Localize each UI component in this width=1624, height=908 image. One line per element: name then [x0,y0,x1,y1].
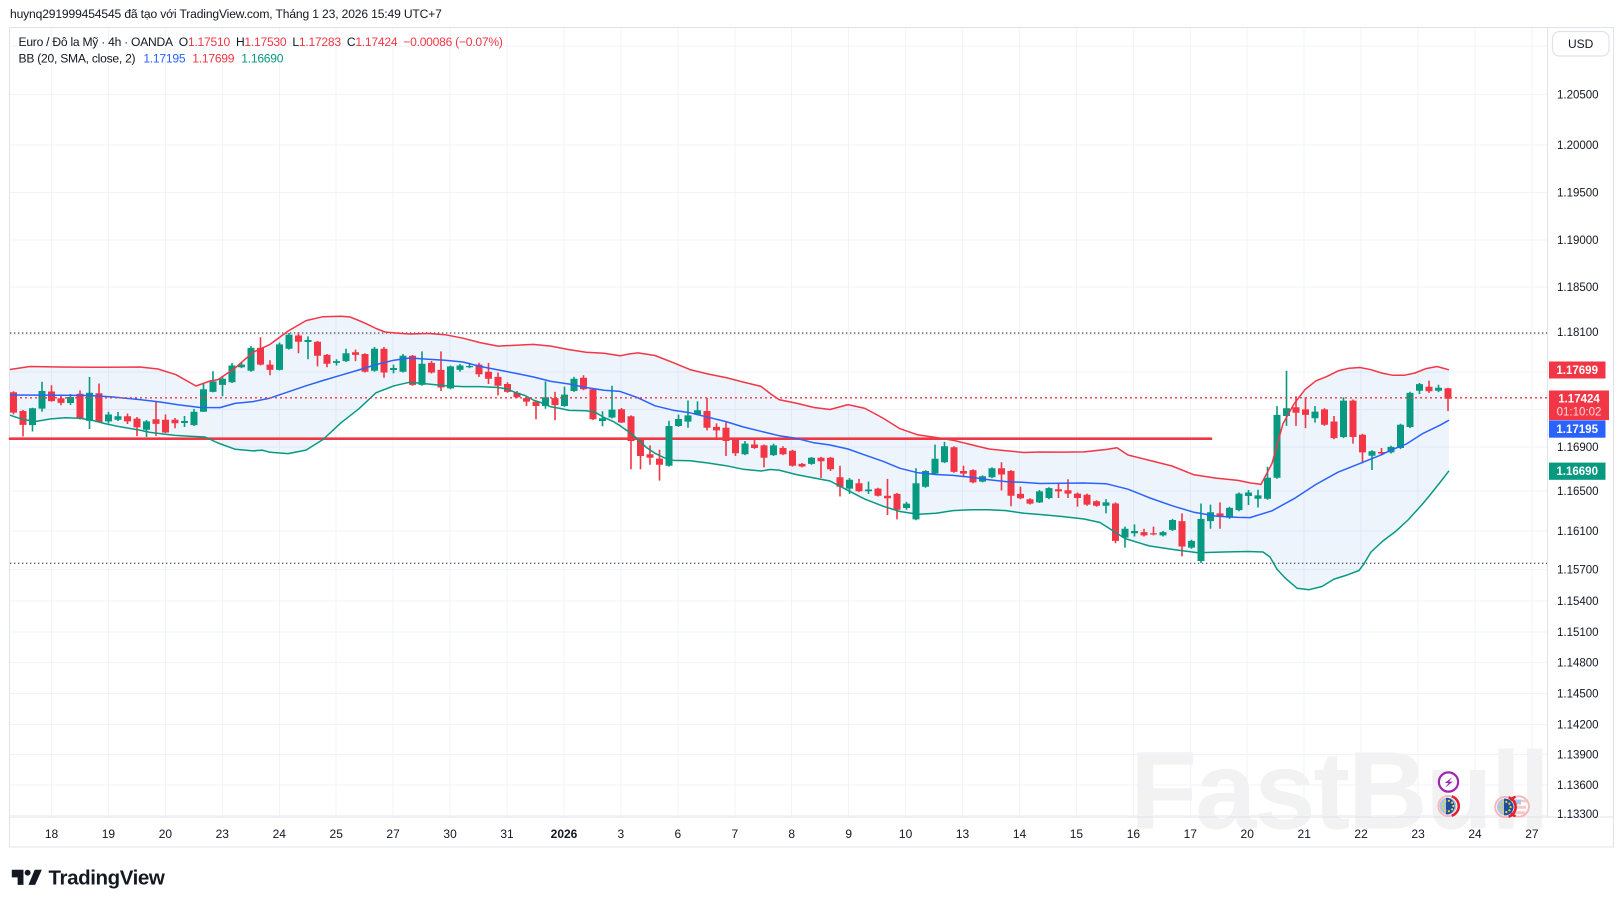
svg-text:3: 3 [618,827,625,841]
svg-text:15: 15 [1070,827,1084,841]
svg-text:1.19000: 1.19000 [1557,235,1599,247]
svg-text:1.14500: 1.14500 [1557,689,1599,701]
svg-text:USD: USD [1568,37,1594,51]
svg-text:1.20000: 1.20000 [1557,140,1599,152]
svg-text:1.17424: 1.17424 [1558,394,1600,406]
svg-text:1.15400: 1.15400 [1557,596,1599,608]
svg-text:1.16500: 1.16500 [1557,486,1599,498]
svg-text:1.13600: 1.13600 [1557,780,1599,792]
svg-text:1.19500: 1.19500 [1557,187,1599,199]
svg-text:20: 20 [1241,827,1255,841]
svg-text:1.13300: 1.13300 [1557,809,1599,821]
svg-text:25: 25 [330,827,344,841]
svg-text:10: 10 [899,827,913,841]
svg-text:17: 17 [1184,827,1198,841]
svg-text:27: 27 [1525,827,1539,841]
svg-text:24: 24 [273,827,287,841]
svg-text:22: 22 [1354,827,1368,841]
svg-text:1.20500: 1.20500 [1557,90,1599,102]
svg-text:1.16690: 1.16690 [1556,466,1598,478]
svg-text:1.18500: 1.18500 [1557,282,1599,294]
svg-text:16: 16 [1127,827,1141,841]
svg-text:1.17195: 1.17195 [1556,424,1598,436]
svg-text:19: 19 [102,827,116,841]
svg-text:1.14800: 1.14800 [1557,658,1599,670]
svg-text:23: 23 [216,827,230,841]
svg-text:20: 20 [159,827,173,841]
svg-text:27: 27 [386,827,400,841]
svg-text:14: 14 [1013,827,1027,841]
svg-text:FastBull: FastBull [1130,730,1548,853]
svg-text:31: 31 [500,827,514,841]
svg-text:huynq291999454545 đã tạo với T: huynq291999454545 đã tạo với TradingView… [10,7,442,21]
svg-text:1.17699: 1.17699 [1556,365,1598,377]
svg-text:8: 8 [788,827,795,841]
svg-text:18: 18 [45,827,59,841]
svg-text:1.15700: 1.15700 [1557,565,1599,577]
svg-text:30: 30 [443,827,457,841]
svg-text:1.16900: 1.16900 [1557,442,1599,454]
svg-text:6: 6 [674,827,681,841]
svg-text:1.13900: 1.13900 [1557,750,1599,762]
svg-text:01:10:02: 01:10:02 [1557,407,1602,419]
svg-text:TradingView: TradingView [49,866,165,889]
svg-text:9: 9 [845,827,852,841]
svg-text:1.16100: 1.16100 [1557,526,1599,538]
svg-text:23: 23 [1411,827,1425,841]
svg-text:1.15100: 1.15100 [1557,627,1599,639]
svg-text:1.14200: 1.14200 [1557,720,1599,732]
svg-text:13: 13 [956,827,970,841]
svg-text:7: 7 [731,827,738,841]
svg-text:21: 21 [1298,827,1312,841]
svg-text:1.18100: 1.18100 [1557,327,1599,339]
svg-text:24: 24 [1468,827,1482,841]
svg-text:2026: 2026 [551,827,578,841]
